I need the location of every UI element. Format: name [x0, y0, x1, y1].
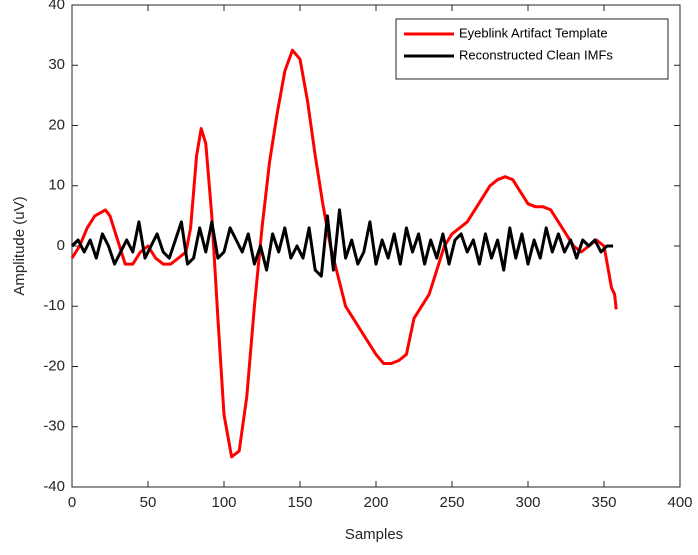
y-tick-label: 40: [48, 0, 65, 13]
x-tick-label: 50: [140, 494, 157, 511]
x-tick-label: 100: [211, 494, 236, 511]
y-tick-label: 30: [48, 56, 65, 73]
x-tick-label: 250: [439, 494, 464, 511]
legend-label: Eyeblink Artifact Template: [459, 25, 608, 40]
y-axis-label: Amplitude (uV): [11, 196, 28, 295]
y-tick-label: 10: [48, 177, 65, 194]
y-tick-label: -30: [43, 418, 65, 435]
y-tick-label: -10: [43, 297, 65, 314]
x-tick-label: 0: [68, 494, 76, 511]
series-line: [70, 48, 618, 459]
y-tick-label: -40: [43, 478, 65, 495]
x-tick-label: 300: [515, 494, 540, 511]
y-tick-label: 0: [57, 237, 65, 254]
legend-label: Reconstructed Clean IMFs: [459, 47, 613, 62]
x-tick-label: 200: [363, 494, 388, 511]
legend-box: [395, 18, 669, 80]
x-tick-label: 150: [287, 494, 312, 511]
legend: Eyeblink Artifact Template Reconstructed …: [395, 18, 669, 80]
x-tick-label: 350: [591, 494, 616, 511]
y-tick-label: -20: [43, 357, 65, 374]
x-tick-label: 400: [667, 494, 692, 511]
series-line: [70, 208, 614, 278]
y-tick-label: 20: [48, 116, 65, 133]
x-axis-label: Samples: [345, 526, 403, 543]
